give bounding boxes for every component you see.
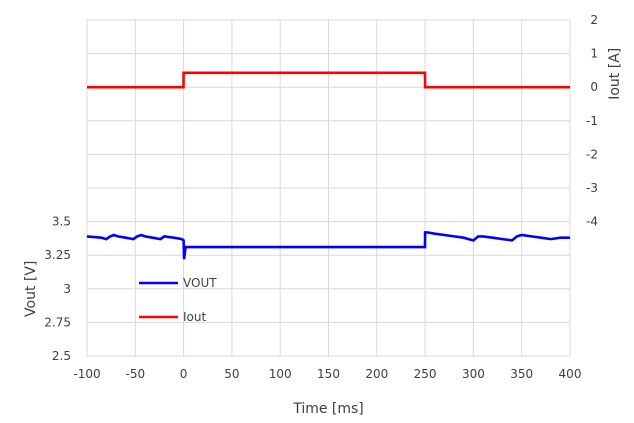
y-right-tick-label: 2 [590, 13, 598, 27]
x-tick-label: 200 [365, 367, 388, 381]
legend-label-iout: Iout [183, 310, 206, 324]
x-tick-label: -100 [73, 367, 100, 381]
x-tick-label: 150 [317, 367, 340, 381]
y-right-axis-ticks: -4 -3 -2 -1 0 1 2 [586, 13, 598, 229]
y-left-tick-label: 3 [63, 282, 71, 296]
y-right-axis-label: Iout [A] [607, 48, 623, 100]
y-right-tick-label: -1 [586, 114, 598, 128]
x-tick-label: -50 [125, 367, 145, 381]
plot-area-border [86, 19, 571, 357]
y-right-tick-label: -2 [586, 147, 598, 161]
y-left-tick-label: 2.5 [52, 349, 71, 363]
x-tick-label: 50 [224, 367, 239, 381]
x-tick-label: 300 [462, 367, 485, 381]
y-left-tick-label: 3.5 [52, 215, 71, 229]
y-right-tick-label: 0 [590, 80, 598, 94]
x-tick-label: 400 [559, 367, 582, 381]
legend-label-vout: VOUT [183, 276, 217, 290]
x-tick-label: 250 [414, 367, 437, 381]
y-right-tick-label: 1 [590, 47, 598, 61]
series-line-vout [86, 231, 570, 260]
x-tick-label: 100 [269, 367, 292, 381]
y-right-tick-label: -4 [586, 215, 598, 229]
x-tick-label: 0 [180, 367, 188, 381]
series-line-iout [87, 71, 570, 89]
series-layer [86, 71, 570, 260]
x-axis-ticks: -100 -50 0 50 100 150 200 250 300 350 400 [73, 367, 581, 381]
y-left-tick-label: 3.25 [44, 248, 71, 262]
y-left-axis-ticks: 2.5 2.75 3 3.25 3.5 [44, 215, 71, 363]
y-right-tick-label: -3 [586, 181, 598, 195]
x-axis-label: Time [ms] [292, 401, 364, 417]
x-tick-label: 350 [510, 367, 533, 381]
legend: VOUT Iout [139, 276, 217, 324]
y-left-tick-label: 2.75 [44, 315, 71, 329]
y-left-axis-label: Vout [V] [23, 261, 39, 317]
